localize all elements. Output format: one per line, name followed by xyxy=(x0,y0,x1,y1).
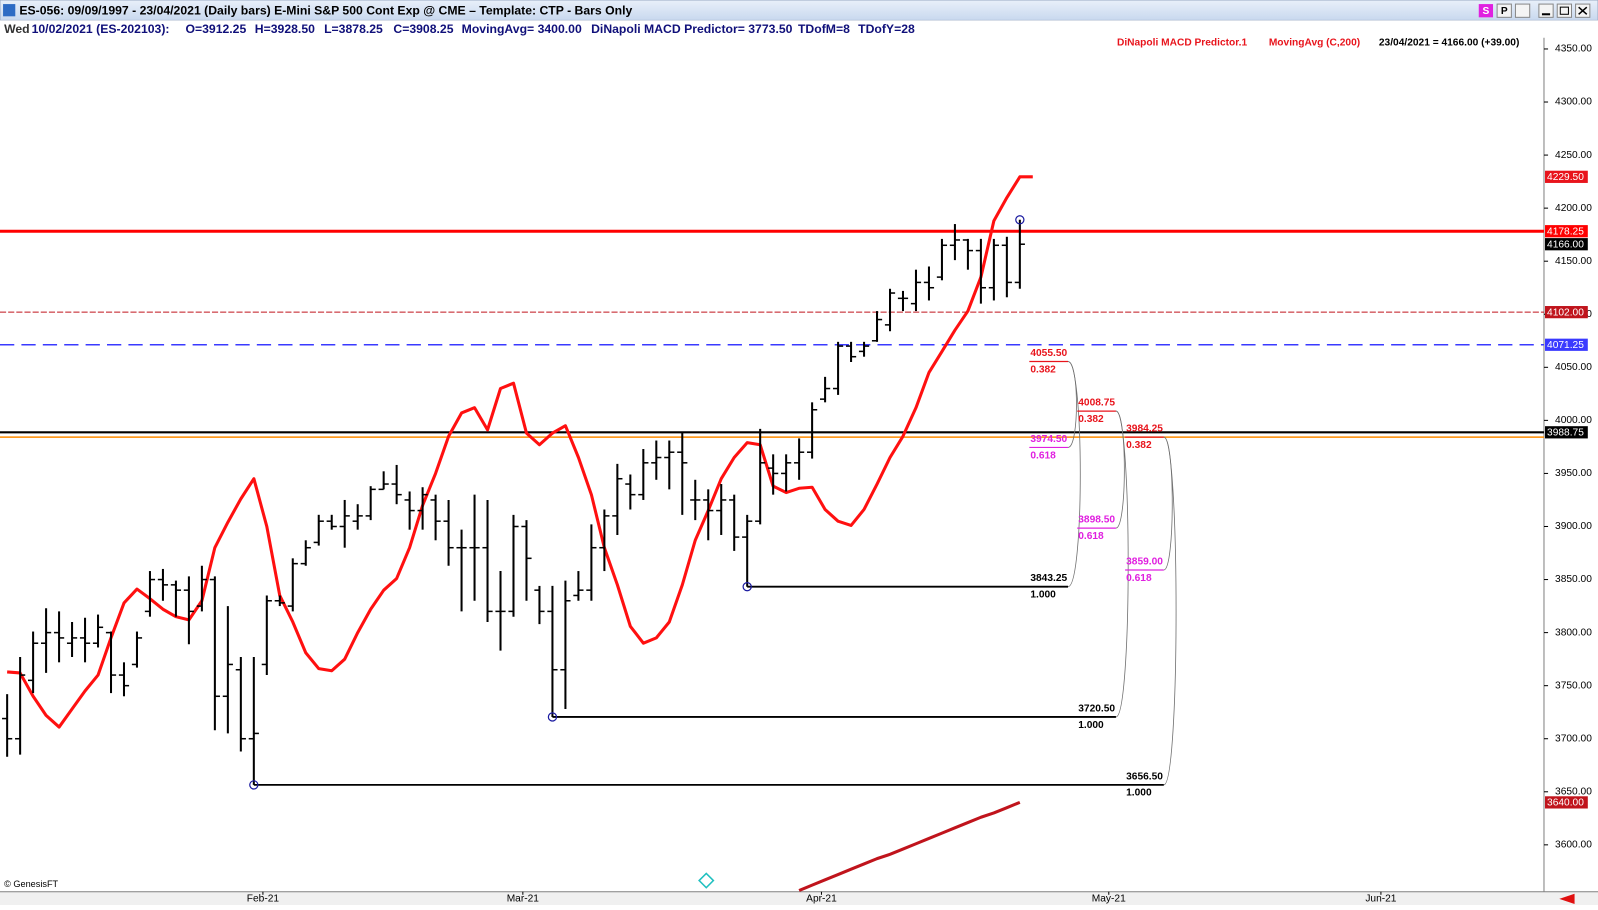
button[interactable] xyxy=(1478,4,1494,18)
restore-button[interactable] xyxy=(1556,3,1573,18)
legend-entry: MovingAvg (C,200) xyxy=(1269,37,1360,48)
y-tick-label: 3600.00 xyxy=(1555,840,1592,851)
x-tick-label: Mar-21 xyxy=(507,894,540,905)
retracement-ratio: 0.618 xyxy=(1030,450,1056,461)
plot-area: 3600.00 3650.00 3700.00 3750.00 3800.00 3850.… xyxy=(0,37,1592,905)
y-tick-label: 4300.00 xyxy=(1555,97,1592,108)
restore-icon xyxy=(1559,6,1569,15)
price-tag xyxy=(1545,796,1588,809)
minimize-button[interactable] xyxy=(1538,3,1554,18)
y-tick-label: 3850.00 xyxy=(1555,574,1592,585)
pivot-marker xyxy=(1015,215,1025,225)
retracement-value: 3898.50 xyxy=(1078,515,1115,526)
y-tick-label: 3700.00 xyxy=(1555,733,1592,744)
price-tag-label: 4071.25 xyxy=(1547,340,1584,351)
retracement-ratio: 0.382 xyxy=(1126,440,1152,451)
y-tick-label: 4150.00 xyxy=(1555,256,1592,267)
retracement-ratio: 0.382 xyxy=(1030,364,1056,375)
info-item: TDofY=28 xyxy=(858,22,915,36)
retracement-value: 4055.50 xyxy=(1030,348,1067,359)
y-tick-label: 4200.00 xyxy=(1555,203,1592,214)
price-tag xyxy=(1545,338,1588,351)
date-axis xyxy=(0,891,1598,905)
last-bar-label: 23/04/2021 = 4166.00 (+39.00) xyxy=(1379,37,1519,48)
retracement-bracket xyxy=(1115,410,1129,718)
x-tick-label: Feb-21 xyxy=(247,894,280,905)
price-tag-label: 3988.75 xyxy=(1547,428,1584,439)
retracement-value: 3843.25 xyxy=(1030,573,1067,584)
pivot-marker xyxy=(547,712,558,722)
price-tag-label: 4178.25 xyxy=(1547,226,1584,237)
info-item: H=3928.50 xyxy=(255,22,315,36)
retracement-value: 4008.75 xyxy=(1078,398,1115,409)
retracement-value: 3859.00 xyxy=(1126,557,1163,568)
info-item: DiNapoli MACD Predictor= 3773.50 xyxy=(591,22,793,36)
series-line xyxy=(798,800,1021,892)
x-tick-label: Jun-21 xyxy=(1365,894,1396,905)
retracement-ratio: 1.000 xyxy=(1126,788,1152,799)
series-line xyxy=(7,175,1033,729)
info-item: 10/02/2021 (ES-202103): xyxy=(32,22,170,36)
scroll-arrow xyxy=(1559,893,1575,904)
info-item: TDofM=8 xyxy=(798,22,850,36)
retracement-ratio: 1.000 xyxy=(1078,720,1104,731)
price-tag xyxy=(1545,170,1588,183)
price-tag xyxy=(1545,426,1588,439)
window-title: ES-056: 09/09/1997 - 23/04/2021 (Daily b… xyxy=(19,3,632,17)
retracement-ratio: 0.382 xyxy=(1078,414,1104,425)
info-item: O=3912.25 xyxy=(185,22,246,36)
price-tag xyxy=(1545,238,1588,251)
info-item: C=3908.25 xyxy=(393,22,453,36)
y-tick-label: 4000.00 xyxy=(1555,415,1592,426)
marker-icon xyxy=(698,872,715,889)
price-tag-label: 4166.00 xyxy=(1547,239,1584,250)
button-label[interactable]: P xyxy=(1501,6,1508,17)
y-tick-label: 3750.00 xyxy=(1555,680,1592,691)
retracement-ratio: 0.618 xyxy=(1126,573,1152,584)
retracement-value: 3656.50 xyxy=(1126,771,1163,782)
price-tag xyxy=(1545,306,1588,319)
retracement-value: 3974.50 xyxy=(1030,434,1067,445)
retracement-ratio: 0.618 xyxy=(1078,531,1104,542)
pivot-marker xyxy=(249,780,259,790)
button[interactable] xyxy=(1496,3,1512,18)
retracement-value: 3720.50 xyxy=(1078,704,1115,715)
info-item: L=3878.25 xyxy=(324,22,383,36)
retracement-value: 3984.25 xyxy=(1126,424,1163,435)
y-tick-label: 3900.00 xyxy=(1555,521,1592,532)
app-icon xyxy=(3,4,16,17)
info-item: MovingAvg= 3400.00 xyxy=(462,22,582,36)
price-tag xyxy=(1545,225,1588,238)
y-tick-label: 3800.00 xyxy=(1555,627,1592,638)
y-tick-label: 4250.00 xyxy=(1555,150,1592,161)
y-tick-label: 3650.00 xyxy=(1555,786,1592,797)
price-tag-label: 3640.00 xyxy=(1547,798,1584,809)
close-icon xyxy=(1578,6,1588,15)
button[interactable] xyxy=(1514,3,1531,18)
y-tick-label: 3950.00 xyxy=(1555,468,1592,479)
y-tick-label: 4050.00 xyxy=(1555,362,1592,373)
price-tag-label: 4102.00 xyxy=(1547,307,1584,318)
info-item: Wed xyxy=(4,22,30,36)
retracement-ratio: 1.000 xyxy=(1030,590,1056,601)
legend-entry: DiNapoli MACD Predictor.1 xyxy=(1117,37,1248,48)
x-tick-label: Apr-21 xyxy=(806,894,837,905)
info-bar xyxy=(0,20,1598,38)
pivot-marker xyxy=(742,582,752,592)
y-tick-label: 4350.00 xyxy=(1555,44,1592,55)
x-tick-label: May-21 xyxy=(1092,894,1126,905)
retracement-bracket xyxy=(1067,361,1081,588)
price-tag-label: 4229.50 xyxy=(1547,172,1584,183)
retracement-bracket xyxy=(1163,436,1177,786)
button-label[interactable]: S xyxy=(1482,6,1489,17)
footer: © GenesisFT xyxy=(4,879,58,889)
